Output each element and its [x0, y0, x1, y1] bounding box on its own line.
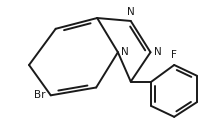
Text: F: F	[171, 50, 177, 60]
Text: N: N	[154, 47, 162, 57]
Text: N: N	[121, 47, 129, 57]
Text: Br: Br	[34, 90, 46, 100]
Text: N: N	[127, 7, 135, 17]
